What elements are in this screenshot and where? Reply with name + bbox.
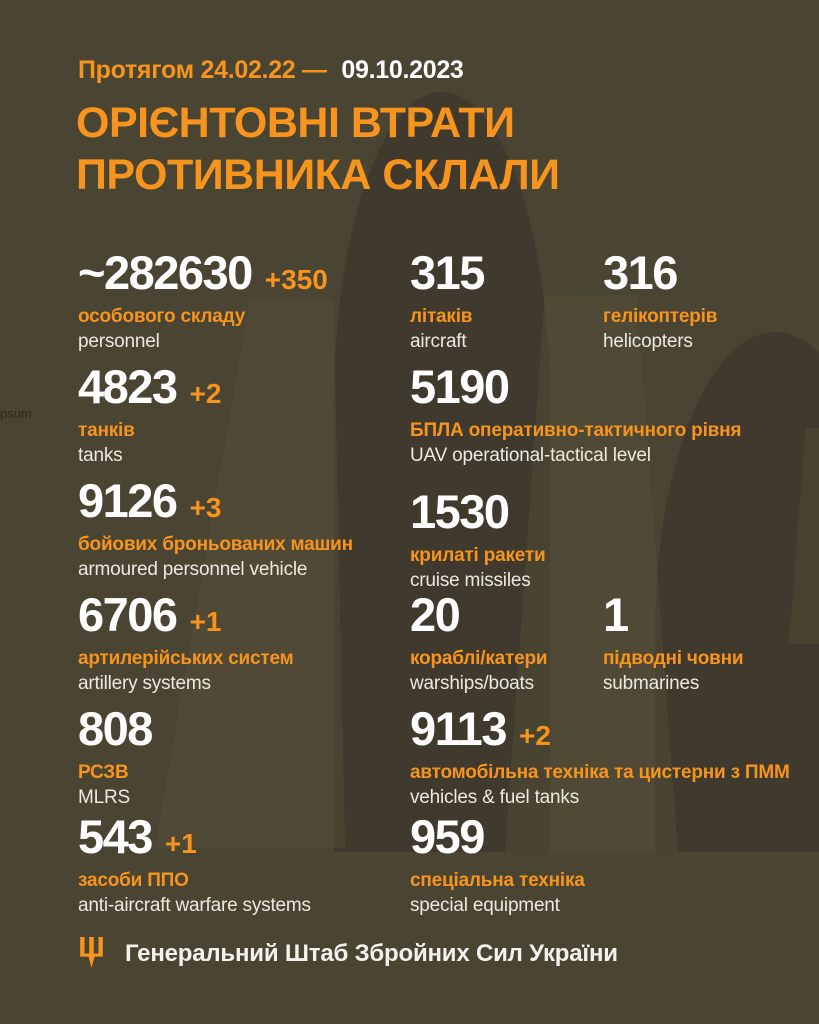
stat-special-equipment: 959 спеціальна техніка special equipment	[410, 813, 585, 918]
stat-label-uk: автомобільна техніка та цистерни з ПММ	[410, 762, 790, 783]
stat-aircraft: 315 літаків aircraft	[410, 249, 497, 354]
stat-uav: 5190 БПЛА оперативно-тактичного рівня UA…	[410, 363, 741, 468]
stat-delta: +2	[189, 378, 222, 409]
stat-helicopters: 316 гелікоптерів helicopters	[603, 249, 717, 354]
stat-label-uk: РСЗВ	[78, 762, 129, 783]
stat-label-uk: засоби ППО	[78, 870, 189, 891]
stat-delta: +350	[264, 264, 328, 295]
stat-label-en: submarines	[603, 673, 700, 695]
stat-cruise-missiles: 1530 крилаті ракети cruise missiles	[410, 485, 546, 593]
stat-label-uk: танків	[78, 420, 135, 441]
stat-value: 543	[78, 810, 153, 863]
stat-value: 959	[410, 810, 485, 863]
stat-value: 20	[410, 588, 461, 641]
stat-tanks: 4823 +2 танків tanks	[78, 363, 222, 468]
stat-label-en: special equipment	[410, 895, 560, 917]
stat-label-en: helicopters	[603, 331, 693, 353]
stat-label-en: tanks	[78, 445, 123, 467]
stat-label-en: personnel	[78, 331, 160, 353]
trident-icon	[80, 937, 103, 968]
stat-label-uk: підводні човни	[603, 648, 744, 669]
stat-personnel: ~282630 +350 особового складу personnel	[78, 249, 328, 354]
stat-value: 4823	[78, 360, 178, 413]
stat-label-uk: бойових броньованих машин	[78, 534, 353, 555]
page-title-line2: ПРОТИВНИКА СКЛАЛИ	[76, 151, 560, 200]
stat-artillery: 6706 +1 артилерійських систем artillery s…	[78, 588, 294, 696]
page-title-line1: ОРІЄНТОВНІ ВТРАТИ	[76, 99, 515, 147]
stat-value: 808	[78, 702, 153, 755]
artillery-shell-silhouette-center	[334, 92, 550, 852]
stat-label-uk: особового складу	[78, 306, 246, 327]
stat-label-en: artillery systems	[78, 673, 211, 695]
stat-label-uk: БПЛА оперативно-тактичного рівня	[410, 420, 742, 441]
stat-vehicles-fuel-tanks: 9113 +2 автомобільна техніка та цистерни …	[410, 705, 790, 810]
stat-label-uk: гелікоптерів	[603, 306, 718, 327]
stat-mlrs: 808 РСЗВ MLRS	[78, 705, 165, 810]
stat-label-en: MLRS	[78, 787, 130, 809]
stat-value: 5190	[410, 360, 510, 413]
stat-anti-aircraft: 543 +1 засоби ППО anti-aircraft warfare s…	[78, 813, 311, 918]
page-title: ОРІЄНТОВНІ ВТРАТИ ПРОТИВНИКА СКЛАЛИ	[76, 97, 560, 202]
stat-warships: 20 кораблі/катери warships/boats	[410, 588, 548, 696]
stat-label-uk: літаків	[410, 306, 473, 327]
stat-delta: +3	[189, 492, 222, 523]
stat-value: 315	[410, 246, 485, 299]
stat-delta: +2	[518, 720, 551, 751]
stat-label-en: vehicles & fuel tanks	[410, 787, 579, 809]
stat-delta: +1	[164, 828, 197, 859]
stat-label-uk: кораблі/катери	[410, 648, 548, 669]
stat-label-en: cruise missiles	[410, 570, 531, 592]
period-line: Протягом 24.02.22 — 09.10.2023	[78, 56, 464, 85]
stat-value: 1530	[410, 485, 510, 538]
stat-value: 6706	[78, 588, 178, 641]
stat-value: 316	[603, 246, 678, 299]
period-prefix: Протягом 24.02.22 —	[78, 56, 327, 84]
stat-value: ~282630	[78, 246, 253, 299]
stat-label-uk: спеціальна техніка	[410, 870, 585, 891]
stat-label-uk: крилаті ракети	[410, 545, 546, 566]
stat-delta: +1	[189, 606, 222, 637]
footer-org-name: Генеральний Штаб Збройних Сил України	[125, 939, 618, 967]
stat-label-en: anti-aircraft warfare systems	[78, 895, 311, 917]
stat-value: 9126	[78, 474, 178, 527]
watermark-text: psum	[0, 406, 32, 421]
stat-armoured-vehicles: 9126 +3 бойових броньованих машин armoure…	[78, 477, 353, 582]
stat-label-en: aircraft	[410, 331, 467, 353]
stat-submarines: 1 підводні човни submarines	[603, 588, 744, 696]
stat-value: 9113	[410, 702, 507, 755]
stat-value: 1	[603, 588, 629, 641]
period-date: 09.10.2023	[341, 56, 464, 84]
stat-label-en: warships/boats	[410, 673, 534, 695]
stat-label-en: UAV operational-tactical level	[410, 445, 651, 467]
stat-label-uk: артилерійських систем	[78, 648, 294, 669]
footer: Генеральний Штаб Збройних Сил України	[78, 936, 618, 971]
stat-label-en: armoured personnel vehicle	[78, 559, 308, 581]
